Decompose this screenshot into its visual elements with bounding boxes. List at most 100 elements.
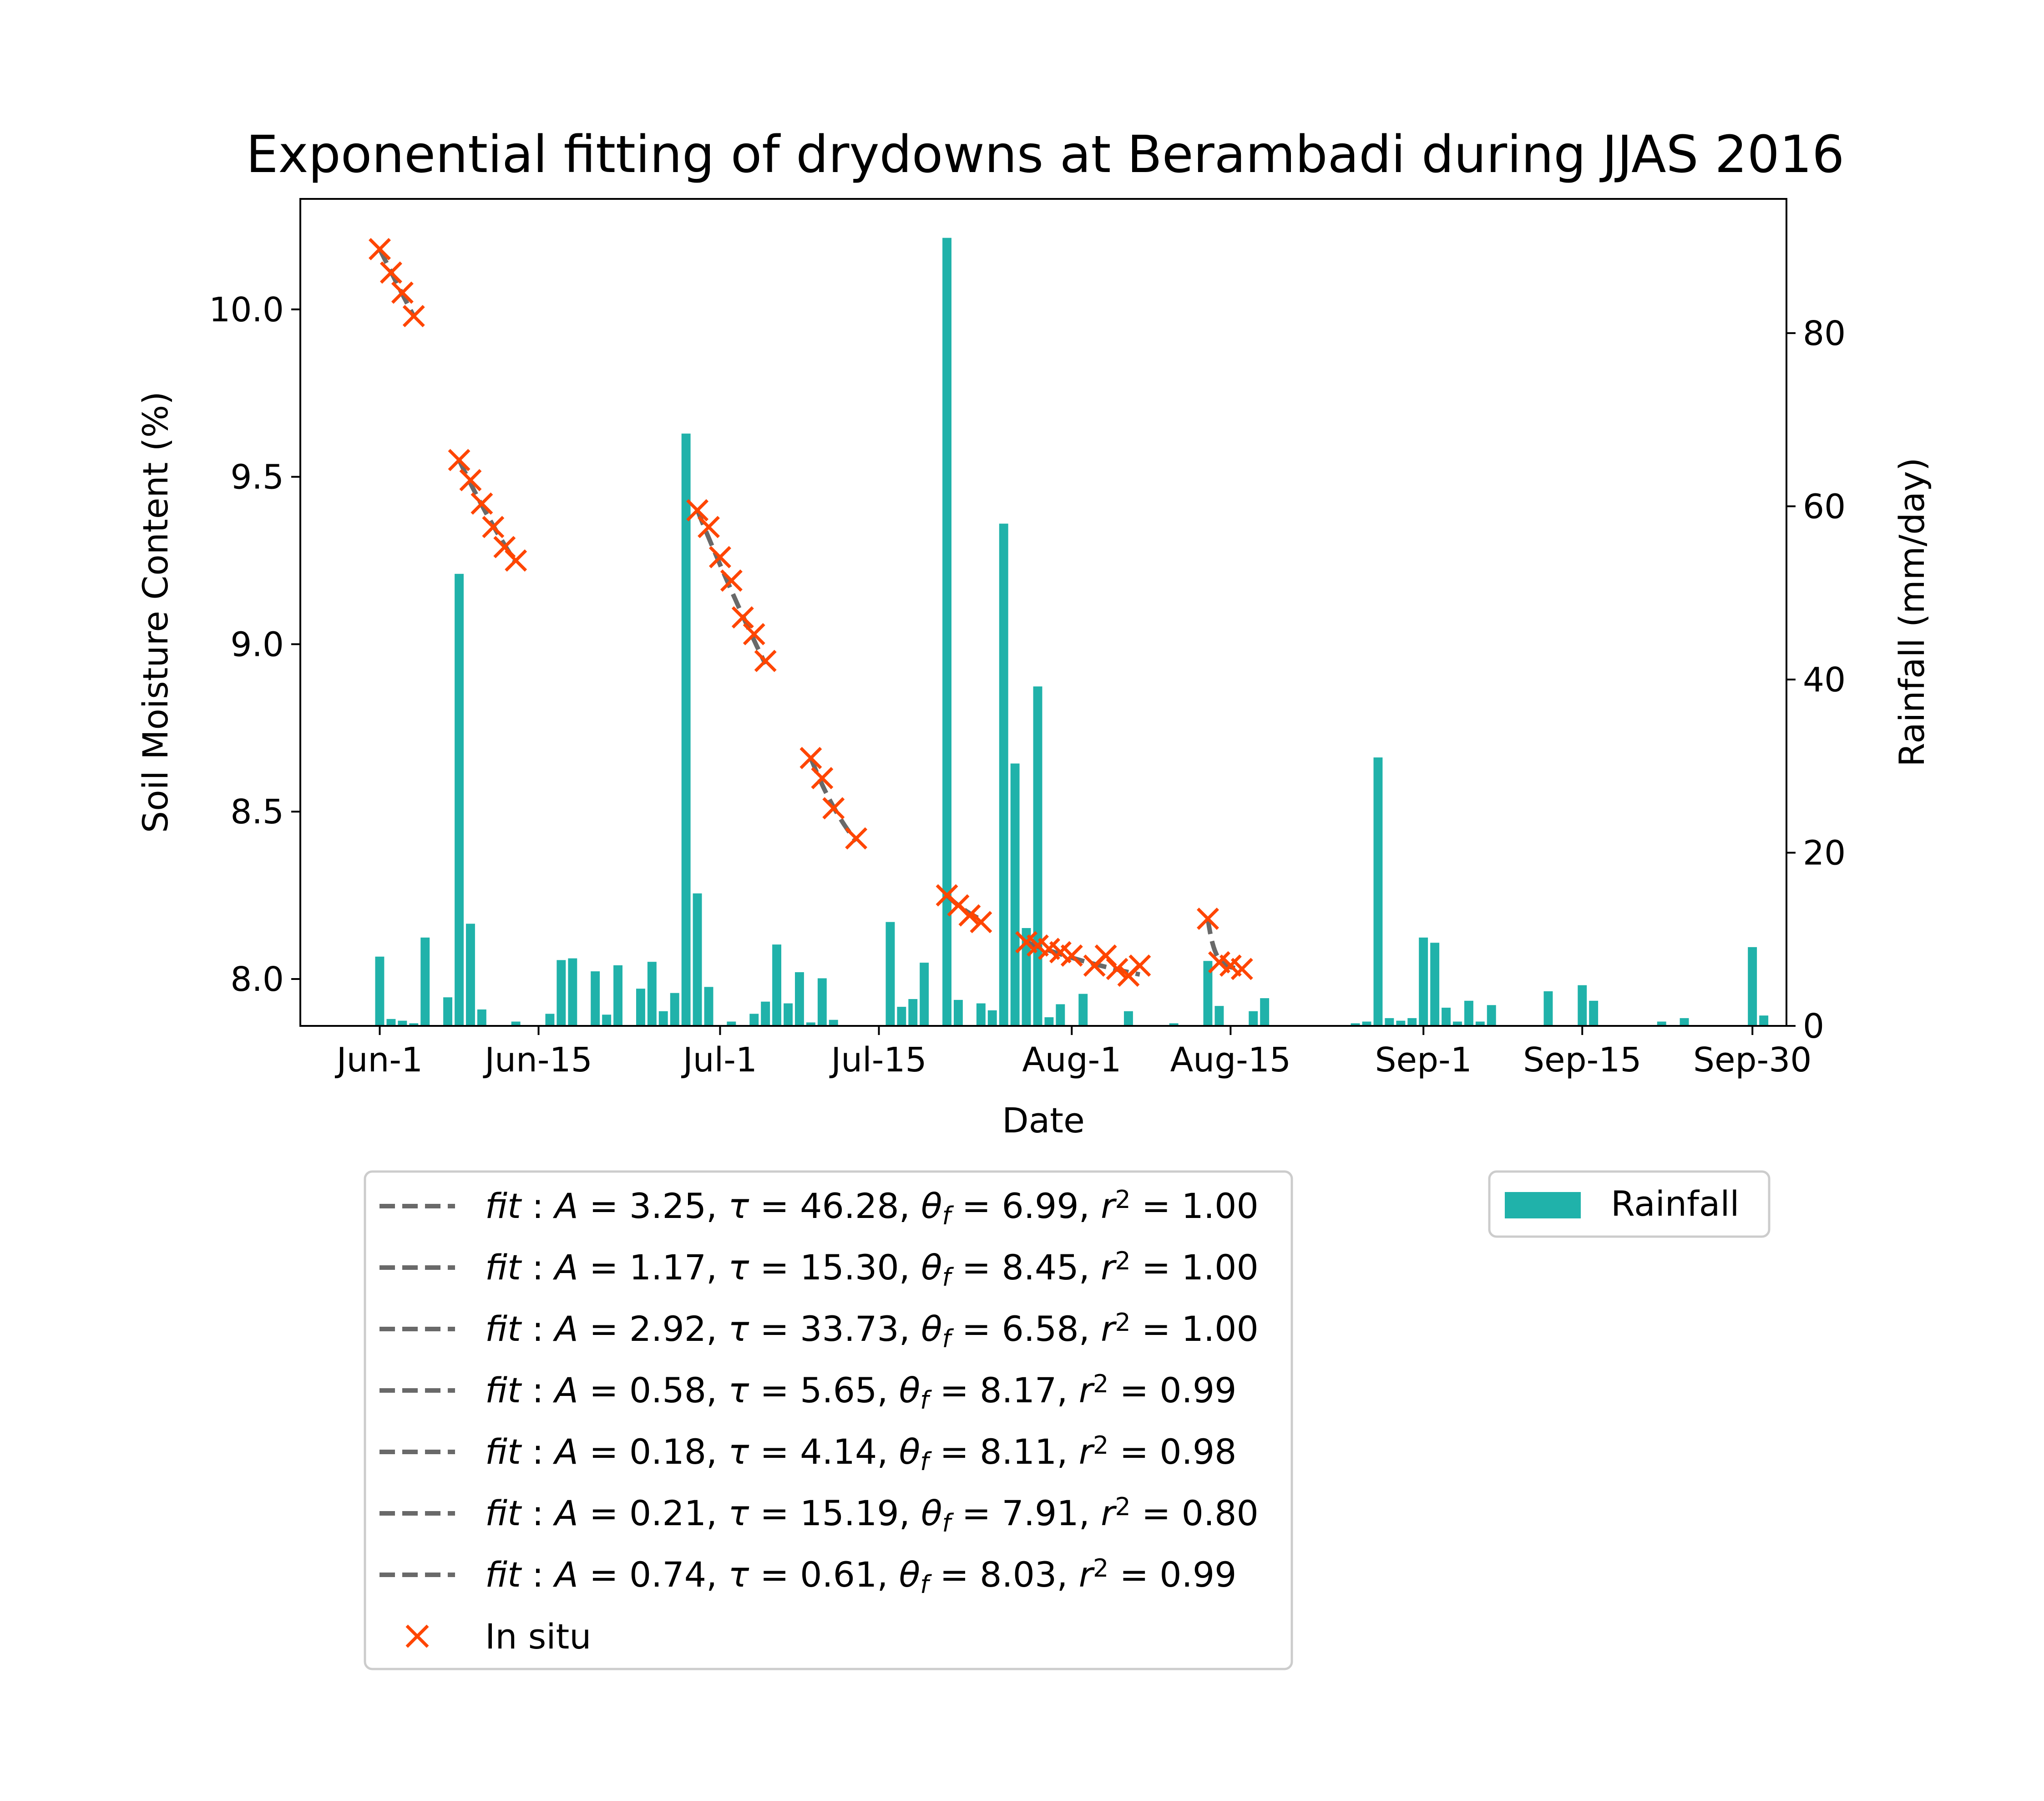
rainfall-bar [1362,1021,1371,1026]
rainfall-bar [1442,1008,1451,1026]
rainfall-bar [829,1020,838,1026]
rainfall-bar [602,1015,612,1026]
x-tick-label: Sep-30 [1693,1040,1811,1080]
rainfall-bar [1407,1018,1417,1026]
x-tick-label: Jun-15 [483,1040,592,1080]
legend-rainfall-label: Rainfall [1611,1183,1740,1224]
in-situ-point [482,516,505,538]
fit-legend-label: fit : A = 2.92, τ = 33.73, θf = 6.58, r2… [485,1308,1259,1353]
rainfall-bar [613,965,622,1026]
rainfall-bar [1680,1018,1689,1026]
y-tick-label: 9.5 [230,458,284,497]
rainfall-bar [806,1022,815,1026]
in-situ-point [1060,944,1083,967]
fit-legend-label: fit : A = 3.25, τ = 46.28, θf = 6.99, r2… [485,1185,1259,1230]
rainfall-bar [693,893,702,1026]
in-situ-point [970,911,992,933]
rainfall-bar [455,573,464,1026]
rainfall-bar [658,1011,668,1026]
rainfall-bar [1044,1017,1054,1026]
rainfall-bar [1748,947,1757,1026]
rainfall-bar [761,1001,770,1026]
chart-title: Exponential fitting of drydowns at Beram… [246,125,1845,184]
rainfall-legend-box [1488,1170,1771,1238]
in-situ-point [845,827,868,850]
fit-curve [695,509,768,665]
rainfall-bars [375,238,1769,1026]
in-situ-point [686,499,709,522]
rainfall-bar [511,1021,521,1026]
rainfall-bar [1010,763,1020,1026]
rainfall-bar [557,960,566,1026]
in-situ-point [731,606,754,629]
rainfall-bar [636,989,645,1026]
in-situ-point [754,649,777,672]
fit-legend-label: fit : A = 1.17, τ = 15.30, θf = 8.45, r2… [485,1247,1259,1291]
in-situ-point [459,469,482,492]
rainfall-bar [1056,1004,1065,1026]
rainfall-bar [954,999,963,1026]
x-tick-label: Jul-15 [829,1040,926,1080]
rainfall-bar [1124,1011,1133,1026]
rainfall-bar [1578,985,1587,1026]
fit-legend-box [364,1170,1293,1670]
x-tick-label: Jul-1 [681,1040,757,1080]
y-tick-label: 9.0 [230,625,284,664]
rainfall-bar [591,971,600,1026]
in-situ-point [1197,908,1219,930]
rainfall-bar [976,1003,986,1026]
in-situ-point [708,546,731,568]
y-tick-label: 10.0 [209,290,284,330]
fit-legend-label: fit : A = 0.18, τ = 4.14, θf = 8.11, r2 … [485,1431,1237,1476]
rainfall-bar [1214,1006,1224,1026]
rainfall-bar [1657,1021,1666,1026]
fit-legend-row: fit : A = 3.25, τ = 46.28, θf = 6.99, r2… [379,1185,1259,1230]
rainfall-bar [1759,1015,1769,1026]
rainfall-bar [398,1020,407,1026]
rainfall-bar [784,1003,793,1026]
legend-in-situ-label: In situ [485,1616,591,1657]
fit-curve [1025,940,1140,977]
rainfall-bar [681,433,691,1026]
y2-tick-label: 80 [1803,314,1846,353]
fit-legend-row: fit : A = 0.58, τ = 5.65, θf = 8.17, r2 … [379,1370,1237,1415]
rainfall-bar [1487,1005,1496,1026]
in-situ-point [1230,958,1253,980]
rainfall-bar [1260,998,1270,1026]
fit-legend-row: fit : A = 0.21, τ = 15.19, θf = 7.91, r2… [379,1492,1259,1537]
y-axis-ticks: 8.0 8.5 9.0 9.5 10.0 [209,290,300,999]
y2-tick-label: 0 [1803,1007,1824,1046]
legend-in-situ-marker [405,1624,429,1648]
x-tick-label: Sep-15 [1523,1040,1641,1080]
x-tick-label: Aug-15 [1170,1040,1291,1080]
in-situ-point [799,747,822,769]
y2-tick-label: 20 [1803,833,1846,873]
rainfall-bar [1396,1020,1406,1026]
y2-tick-label: 60 [1803,487,1846,526]
rainfall-bar [885,922,895,1026]
rainfall-bar [420,937,430,1026]
rainfall-bar [1419,937,1428,1026]
rainfall-bar [897,1007,906,1026]
rainfall-bar [1169,1023,1179,1026]
fit-legend-row: fit : A = 0.18, τ = 4.14, θf = 8.11, r2 … [379,1431,1237,1476]
in-situ-point [505,549,527,572]
in-situ-point [369,238,391,260]
rainfall-bar [409,1023,419,1026]
in-situ-point [720,569,743,592]
in-situ-points [369,238,1253,987]
in-situ-point [1128,954,1151,977]
rainfall-bar [466,923,475,1026]
rainfall-bar [1249,1011,1258,1026]
rainfall-bar [647,962,657,1026]
rainfall-bar [443,997,452,1026]
rainfall-bar [670,993,679,1026]
fit-curve [1205,918,1242,971]
in-situ-point [743,623,765,645]
rainfall-bar [1453,1021,1462,1026]
rainfall-bar [999,523,1008,1026]
fit-legend-row: fit : A = 0.74, τ = 0.61, θf = 8.03, r2 … [379,1554,1237,1599]
in-situ-point [1106,958,1128,980]
y2-axis-ticks: 0 20 40 60 80 [1786,314,1846,1046]
